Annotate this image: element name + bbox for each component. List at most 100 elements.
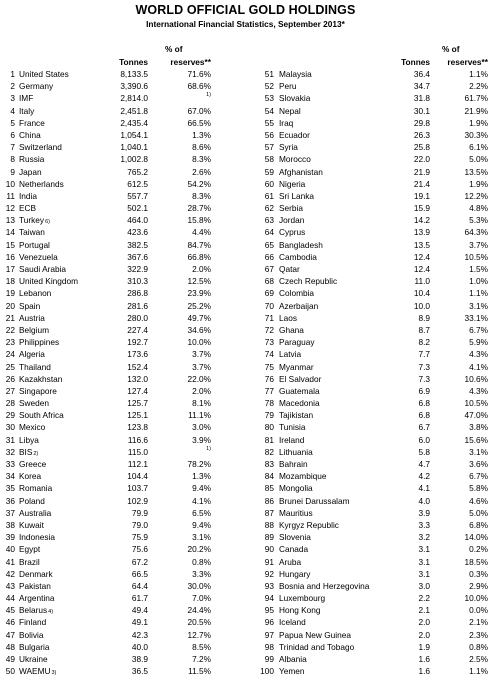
reserves-pct-cell: 47.0% — [464, 410, 488, 421]
reserves-pct-cell: 6.7% — [469, 324, 488, 335]
rank-cell: 38 — [5, 519, 15, 530]
reserves-pct-cell: 8.5% — [192, 641, 211, 652]
reserves-pct-cell: 9.4% — [192, 519, 211, 530]
table-row: 77 Guatemala 6.9 4.3% — [245, 385, 491, 397]
rank-cell: 60 — [264, 178, 274, 189]
country-name-cell: United States — [19, 68, 69, 80]
country-name-cell: IMF — [19, 92, 33, 104]
table-row: 47 Bolivia 42.3 12.7% — [0, 629, 240, 641]
footnote-marker: 6) — [45, 219, 50, 226]
reserves-pct-cell: 68.6% — [187, 81, 211, 92]
country-name: Pakistan — [19, 580, 51, 591]
country-name-cell: Bahrain — [279, 458, 308, 470]
table-row: 66 Cambodia 12.4 10.5% — [245, 251, 491, 263]
table-row: 70 Azerbaijan 10.0 3.1% — [245, 300, 491, 312]
rank-cell: 34 — [5, 471, 15, 482]
table-row: 38 Kuwait 79.0 9.4% — [0, 519, 240, 531]
reserves-pct-cell: 22.0% — [187, 373, 211, 384]
table-row: 13 Turkey6) 464.0 15.8% — [0, 214, 240, 226]
reserves-pct-cell: 6.8% — [469, 519, 488, 530]
tonnes-cell: 10.4 — [413, 288, 430, 299]
table-row: 54 Nepal 30.1 21.9% — [245, 105, 491, 117]
rank-cell: 68 — [264, 276, 274, 287]
rank-cell: 37 — [5, 507, 15, 518]
rank-cell: 70 — [264, 300, 274, 311]
table-row: 96 Iceland 2.0 2.1% — [245, 616, 491, 628]
tonnes-cell: 25.8 — [413, 142, 430, 153]
rank-cell: 49 — [5, 654, 15, 664]
tonnes-cell: 13.9 — [413, 227, 430, 238]
tonnes-cell: 557.7 — [127, 190, 148, 201]
table-row: 32 BIS2) 115.0 1) — [0, 446, 240, 458]
rank-cell: 99 — [264, 654, 274, 664]
country-name-cell: Belarus4) — [19, 604, 53, 618]
tonnes-cell: 322.9 — [127, 264, 148, 274]
tonnes-cell: 15.9 — [413, 203, 430, 214]
left-pct-header-line1: % of — [165, 44, 183, 54]
rank-cell: 75 — [264, 361, 274, 372]
country-name-cell: Greece — [19, 458, 46, 470]
tonnes-cell: 8.7 — [418, 324, 430, 335]
table-row: 59 Afghanistan 21.9 13.5% — [245, 166, 491, 178]
tonnes-cell: 612.5 — [127, 178, 148, 189]
tonnes-cell: 132.0 — [127, 373, 148, 384]
table-row: 31 Libya 116.6 3.9% — [0, 434, 240, 446]
rank-cell: 11 — [6, 190, 15, 201]
reserves-pct-cell: 1.9% — [469, 178, 488, 189]
tonnes-cell: 4.7 — [418, 459, 430, 469]
country-name-cell: Yemen — [279, 665, 305, 677]
reserves-pct-cell: 14.0% — [464, 532, 488, 543]
table-row: 43 Pakistan 64.4 30.0% — [0, 580, 240, 592]
rank-cell: 7 — [10, 142, 15, 153]
table-row: 64 Cyprus 13.9 64.3% — [245, 226, 491, 238]
reserves-pct-cell: 4.1% — [192, 495, 211, 506]
rank-cell: 93 — [264, 580, 274, 591]
country-name-cell: Peru — [279, 80, 297, 92]
table-row: 52 Peru 34.7 2.2% — [245, 80, 491, 92]
tonnes-cell: 227.4 — [127, 324, 148, 335]
tonnes-cell: 123.8 — [127, 422, 148, 433]
rank-cell: 35 — [5, 483, 15, 494]
tonnes-cell: 502.1 — [127, 203, 148, 214]
country-name-cell: Belgium — [19, 324, 49, 336]
reserves-pct-cell: 6.5% — [192, 507, 211, 518]
rank-cell: 5 — [10, 117, 15, 128]
reserves-pct-cell: 5.8% — [469, 483, 488, 494]
country-name-cell: Trinidad and Tobago — [279, 641, 354, 653]
table-row: 58 Morocco 22.0 5.0% — [245, 153, 491, 165]
country-name-cell: Slovenia — [279, 531, 311, 543]
rank-cell: 27 — [5, 385, 15, 396]
rank-cell: 31 — [5, 434, 15, 445]
country-name: Cambodia — [279, 251, 317, 262]
document-title: WORLD OFFICIAL GOLD HOLDINGS — [135, 3, 356, 17]
rank-cell: 72 — [264, 324, 274, 335]
reserves-pct-cell: 1.3% — [192, 471, 211, 482]
country-name-cell: Bangladesh — [279, 239, 323, 251]
table-row: 75 Myanmar 7.3 4.1% — [245, 361, 491, 373]
tonnes-cell: 4.0 — [418, 495, 430, 506]
tonnes-cell: 19.1 — [413, 190, 430, 201]
country-name-cell: Lebanon — [19, 287, 51, 299]
rank-cell: 12 — [5, 203, 15, 214]
country-name: Turkey — [19, 215, 45, 226]
reserves-pct-cell: 1.1% — [469, 288, 488, 299]
document-subtitle: International Financial Statistics, Sept… — [146, 19, 345, 29]
country-name: Italy — [19, 105, 35, 116]
country-name-cell: Japan — [19, 166, 42, 178]
country-name-cell: Sri Lanka — [279, 190, 314, 202]
country-name: Netherlands — [19, 178, 64, 189]
table-row: 55 Iraq 29.8 1.9% — [245, 117, 491, 129]
reserves-pct-cell: 8.1% — [192, 398, 211, 409]
table-row: 79 Tajikistan 6.8 47.0% — [245, 409, 491, 421]
rank-cell: 56 — [264, 129, 274, 140]
country-name-cell: Saudi Arabia — [19, 263, 66, 275]
country-name-cell: Portugal — [19, 239, 50, 251]
table-row: 76 El Salvador 7.3 10.6% — [245, 373, 491, 385]
country-name-cell: Mongolia — [279, 482, 313, 494]
tonnes-cell: 280.0 — [127, 312, 148, 323]
tonnes-cell: 104.4 — [127, 471, 148, 482]
country-name-cell: Myanmar — [279, 361, 314, 373]
reserves-pct-cell: 7.2% — [192, 654, 211, 664]
reserves-pct-cell: 10.0% — [464, 593, 488, 604]
tonnes-cell: 4.1 — [418, 483, 430, 494]
